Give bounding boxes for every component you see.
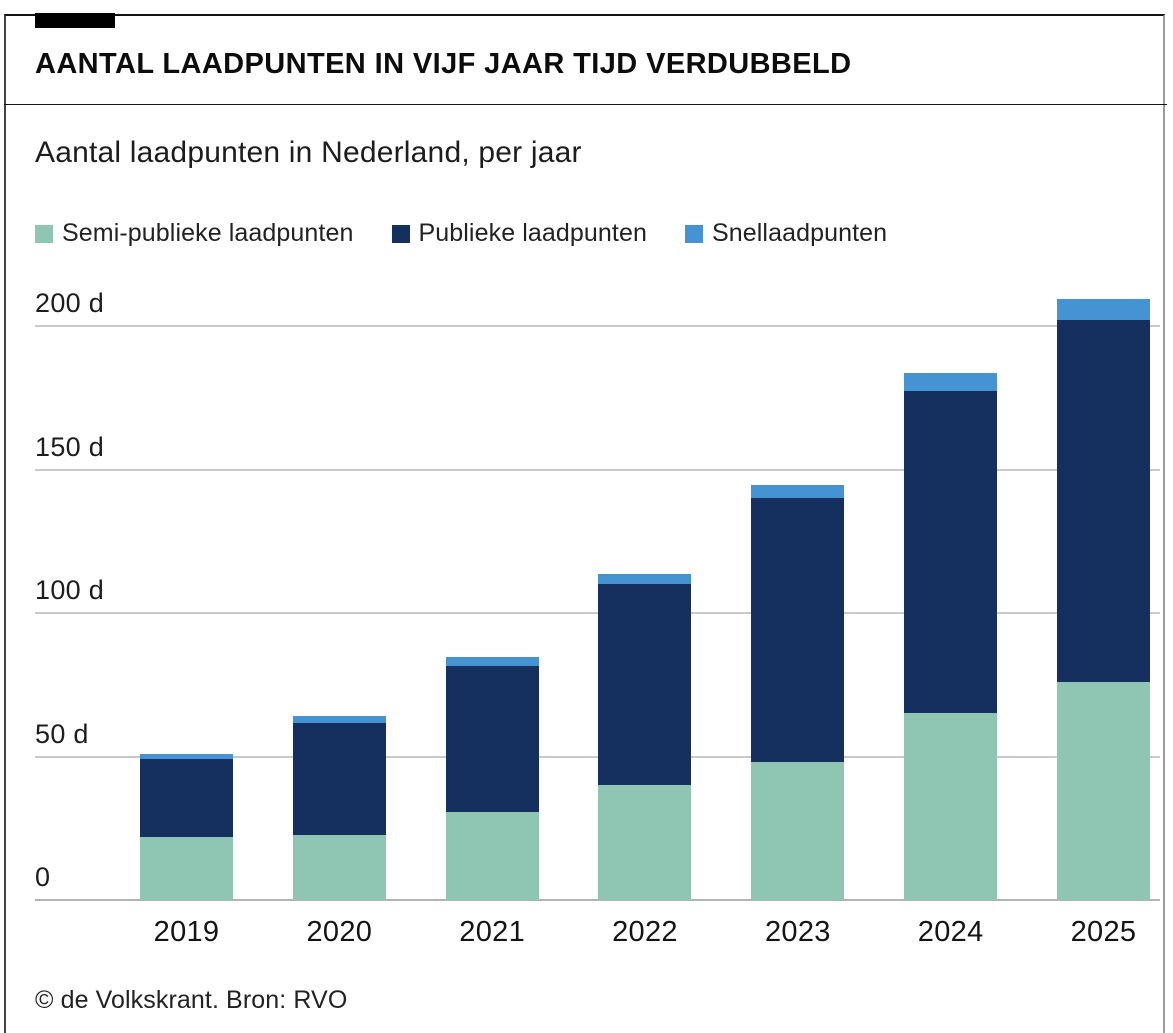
x-axis-tick-2020: 2020 (306, 916, 373, 948)
legend-swatch-icon (35, 224, 53, 243)
bar-segment-semi-publieke-laadpunten-2020 (292, 835, 386, 900)
gridline-50 (35, 755, 1160, 758)
bar-segment-publieke-laadpunten-2024 (904, 390, 998, 714)
y-axis-tick-200: 200 d (35, 288, 105, 318)
legend-item-snellaadpunten: Snellaadpunten (684, 219, 888, 248)
bar-segment-snellaadpunten-2021 (445, 657, 539, 667)
brand-tab-marker (35, 13, 115, 28)
x-axis-tick-2025: 2025 (1070, 916, 1137, 948)
gridline-0 (35, 899, 1160, 901)
x-axis-tick-2021: 2021 (459, 916, 526, 948)
legend-swatch-icon (684, 224, 703, 243)
legend-label: Snellaadpunten (711, 219, 888, 247)
x-axis-tick-2023: 2023 (764, 916, 831, 948)
bar-segment-snellaadpunten-2023 (751, 485, 845, 499)
card-border (4, 14, 1165, 1033)
x-axis-tick-2024: 2024 (917, 916, 984, 948)
legend-item-semi-publieke-laadpunten: Semi-publieke laadpunten (35, 219, 354, 248)
chart-legend: Semi-publieke laadpunten Publieke laadpun… (35, 219, 887, 248)
source-credit: © de Volkskrant. Bron: RVO (35, 986, 348, 1014)
legend-label: Publieke laadpunten (418, 219, 647, 247)
bar-segment-semi-publieke-laadpunten-2022 (598, 785, 692, 900)
bar-segment-semi-publieke-laadpunten-2023 (751, 762, 845, 900)
bar-segment-publieke-laadpunten-2020 (292, 723, 386, 836)
bar-segment-publieke-laadpunten-2022 (598, 584, 692, 786)
y-axis-tick-0: 0 (35, 862, 51, 892)
legend-label: Semi-publieke laadpunten (62, 219, 354, 247)
bar-segment-snellaadpunten-2025 (1056, 298, 1150, 321)
gridline-100 (35, 612, 1160, 614)
legend-swatch-icon (391, 224, 410, 243)
bar-segment-semi-publieke-laadpunten-2019 (140, 836, 233, 900)
bar-segment-semi-publieke-laadpunten-2021 (445, 812, 539, 900)
y-axis-tick-150: 150 d (35, 431, 105, 462)
gridline-150 (35, 468, 1160, 471)
bar-segment-semi-publieke-laadpunten-2024 (904, 713, 998, 900)
bar-segment-semi-publieke-laadpunten-2025 (1056, 681, 1150, 900)
legend-item-publieke-laadpunten: Publieke laadpunten (391, 219, 647, 248)
bar-segment-publieke-laadpunten-2019 (140, 759, 233, 837)
bar-segment-publieke-laadpunten-2025 (1056, 320, 1150, 682)
title-divider (4, 104, 1167, 105)
bar-segment-publieke-laadpunten-2021 (445, 666, 539, 813)
y-axis-tick-100: 100 d (35, 575, 105, 605)
x-axis-tick-2022: 2022 (612, 916, 678, 948)
gridline-200 (35, 325, 1160, 327)
bar-segment-snellaadpunten-2019 (140, 753, 233, 760)
bar-segment-publieke-laadpunten-2023 (751, 498, 845, 763)
x-axis-tick-2019: 2019 (153, 916, 220, 948)
bar-segment-snellaadpunten-2022 (598, 574, 692, 585)
page-title: AANTAL LAADPUNTEN IN VIJF JAAR TIJD VERD… (35, 48, 852, 80)
bar-segment-snellaadpunten-2020 (292, 716, 386, 724)
bar-segment-snellaadpunten-2024 (904, 373, 998, 391)
chart-subtitle: Aantal laadpunten in Nederland, per jaar (35, 136, 582, 169)
y-axis-tick-50: 50 d (35, 718, 89, 749)
